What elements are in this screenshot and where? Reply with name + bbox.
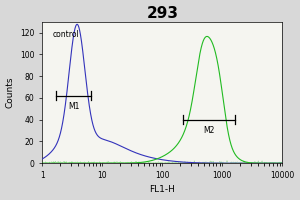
Text: M2: M2	[203, 126, 214, 135]
Title: 293: 293	[146, 6, 178, 21]
Y-axis label: Counts: Counts	[6, 77, 15, 108]
X-axis label: FL1-H: FL1-H	[149, 185, 175, 194]
Text: control: control	[53, 30, 80, 39]
Text: M1: M1	[68, 102, 79, 111]
